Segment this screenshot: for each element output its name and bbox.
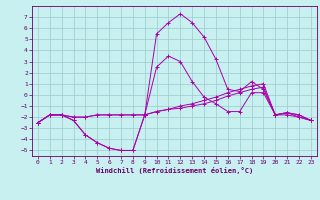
X-axis label: Windchill (Refroidissement éolien,°C): Windchill (Refroidissement éolien,°C) [96, 167, 253, 174]
